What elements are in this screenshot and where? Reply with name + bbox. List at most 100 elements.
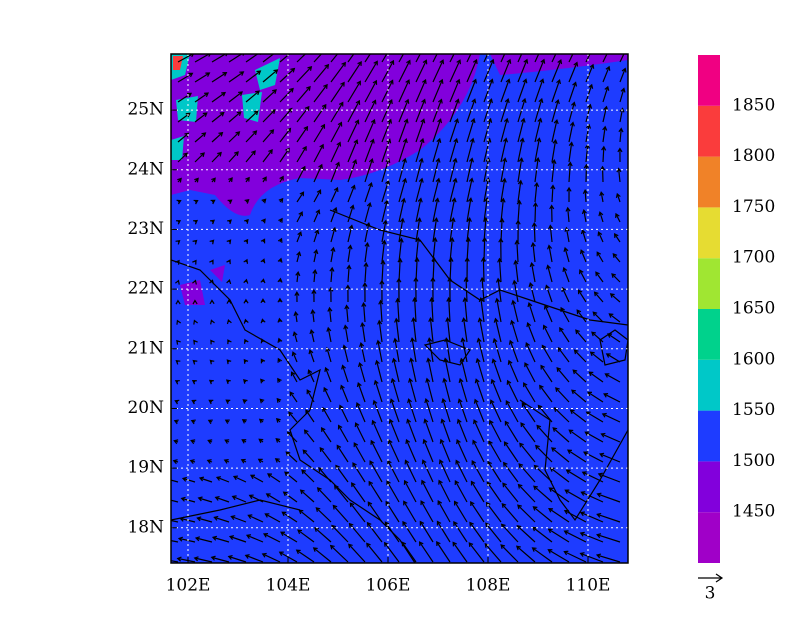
vector-key: 3 [698,573,724,604]
wind-arrow [430,276,436,303]
wind-arrow [193,319,198,325]
wind-arrow [415,197,423,223]
wind-arrow [326,326,332,343]
wind-arrow [429,296,435,323]
wind-arrow [364,79,378,103]
wind-arrow [545,264,553,283]
wind-arrow [175,239,181,245]
y-tick-label: 21N [127,338,164,358]
wind-arrow [277,297,283,303]
wind-arrow [330,141,342,163]
wind-arrow [534,117,543,143]
wind-arrow [404,459,417,483]
colorbar: 1450 1500 1550 1600 1650 1700 1750 1800 1850 [698,55,775,563]
wind-arrow [449,217,456,243]
wind-arrow [517,483,536,503]
wind-arrow [379,279,385,303]
wind-arrow [207,439,213,444]
wind-arrow [282,491,298,503]
wind-arrow [296,191,305,203]
wind-arrow [355,402,366,423]
wind-arrow [192,299,198,305]
wind-arrow [476,337,485,363]
wind-arrow [579,531,604,543]
wind-arrow [309,329,315,343]
wind-arrow [279,67,296,83]
wind-arrow [211,535,230,543]
wind-arrow [192,279,197,285]
wind-arrow [406,418,417,443]
wind-arrow [478,297,485,323]
colorbar-box [698,207,720,259]
wind-arrow [547,528,570,543]
wind-arrow [367,501,383,523]
wind-arrow [330,161,341,183]
wind-arrow [485,501,502,523]
wind-arrow [381,59,395,83]
wind-arrow [519,442,536,463]
wind-arrow [466,177,474,203]
wind-arrow [296,145,307,163]
wind-arrow [296,85,311,103]
wind-arrow [543,304,553,323]
wind-arrow [366,542,383,563]
wind-arrow [564,226,570,243]
wind-arrow [398,54,405,63]
wind-arrow [604,373,621,383]
wind-arrow [533,485,553,503]
y-tick-label: 22N [127,279,164,299]
wind-arrow [517,137,525,163]
wind-arrow [600,432,621,443]
wind-arrow [547,549,570,563]
wind-arrow [514,239,520,263]
wind-arrow [619,87,626,103]
wind-arrow [260,338,266,344]
wind-arrow [483,58,495,83]
coast-line [599,329,628,366]
wind-arrow [310,309,316,323]
wind-arrow [568,101,576,123]
border-line [171,499,301,521]
wind-arrow [418,541,434,563]
wind-arrow [424,397,434,423]
wind-arrow [333,484,349,503]
wind-arrow [598,211,604,223]
wind-arrow [330,101,344,123]
wind-arrow [357,361,366,383]
wind-arrow [596,512,621,523]
wind-arrow [284,471,298,483]
wind-arrow [176,319,182,325]
wind-arrow [619,67,627,83]
wind-arrow [470,501,485,523]
wind-arrow [175,359,181,365]
wind-arrow [258,438,264,444]
wind-arrow [208,379,214,385]
wind-arrow [211,177,216,183]
wind-arrow [460,337,468,363]
y-tick-label: 18N [127,517,164,537]
wind-arrow [347,184,356,203]
colorbar-box [698,512,720,563]
wind-arrow [466,78,477,103]
wind-arrow [313,63,330,83]
wind-arrow [426,357,434,383]
wind-arrow [206,459,213,464]
wind-arrow [513,259,519,283]
wind-arrow [398,177,408,203]
wind-arrow [371,419,383,443]
wind-arrow [245,54,262,63]
wind-arrow [209,279,215,285]
wind-arrow [192,239,198,245]
wind-arrow [607,333,621,343]
wind-arrow [280,531,298,543]
wind-arrow [311,289,317,303]
colorbar-label: 1850 [732,95,775,115]
wind-arrow [352,462,366,483]
wind-arrow [579,249,587,263]
shaded-region [180,280,205,305]
wind-arrow [349,502,366,523]
wind-arrow [328,286,334,303]
wind-arrow [345,284,351,303]
wind-arrow [227,199,233,205]
wind-arrow [609,293,621,303]
